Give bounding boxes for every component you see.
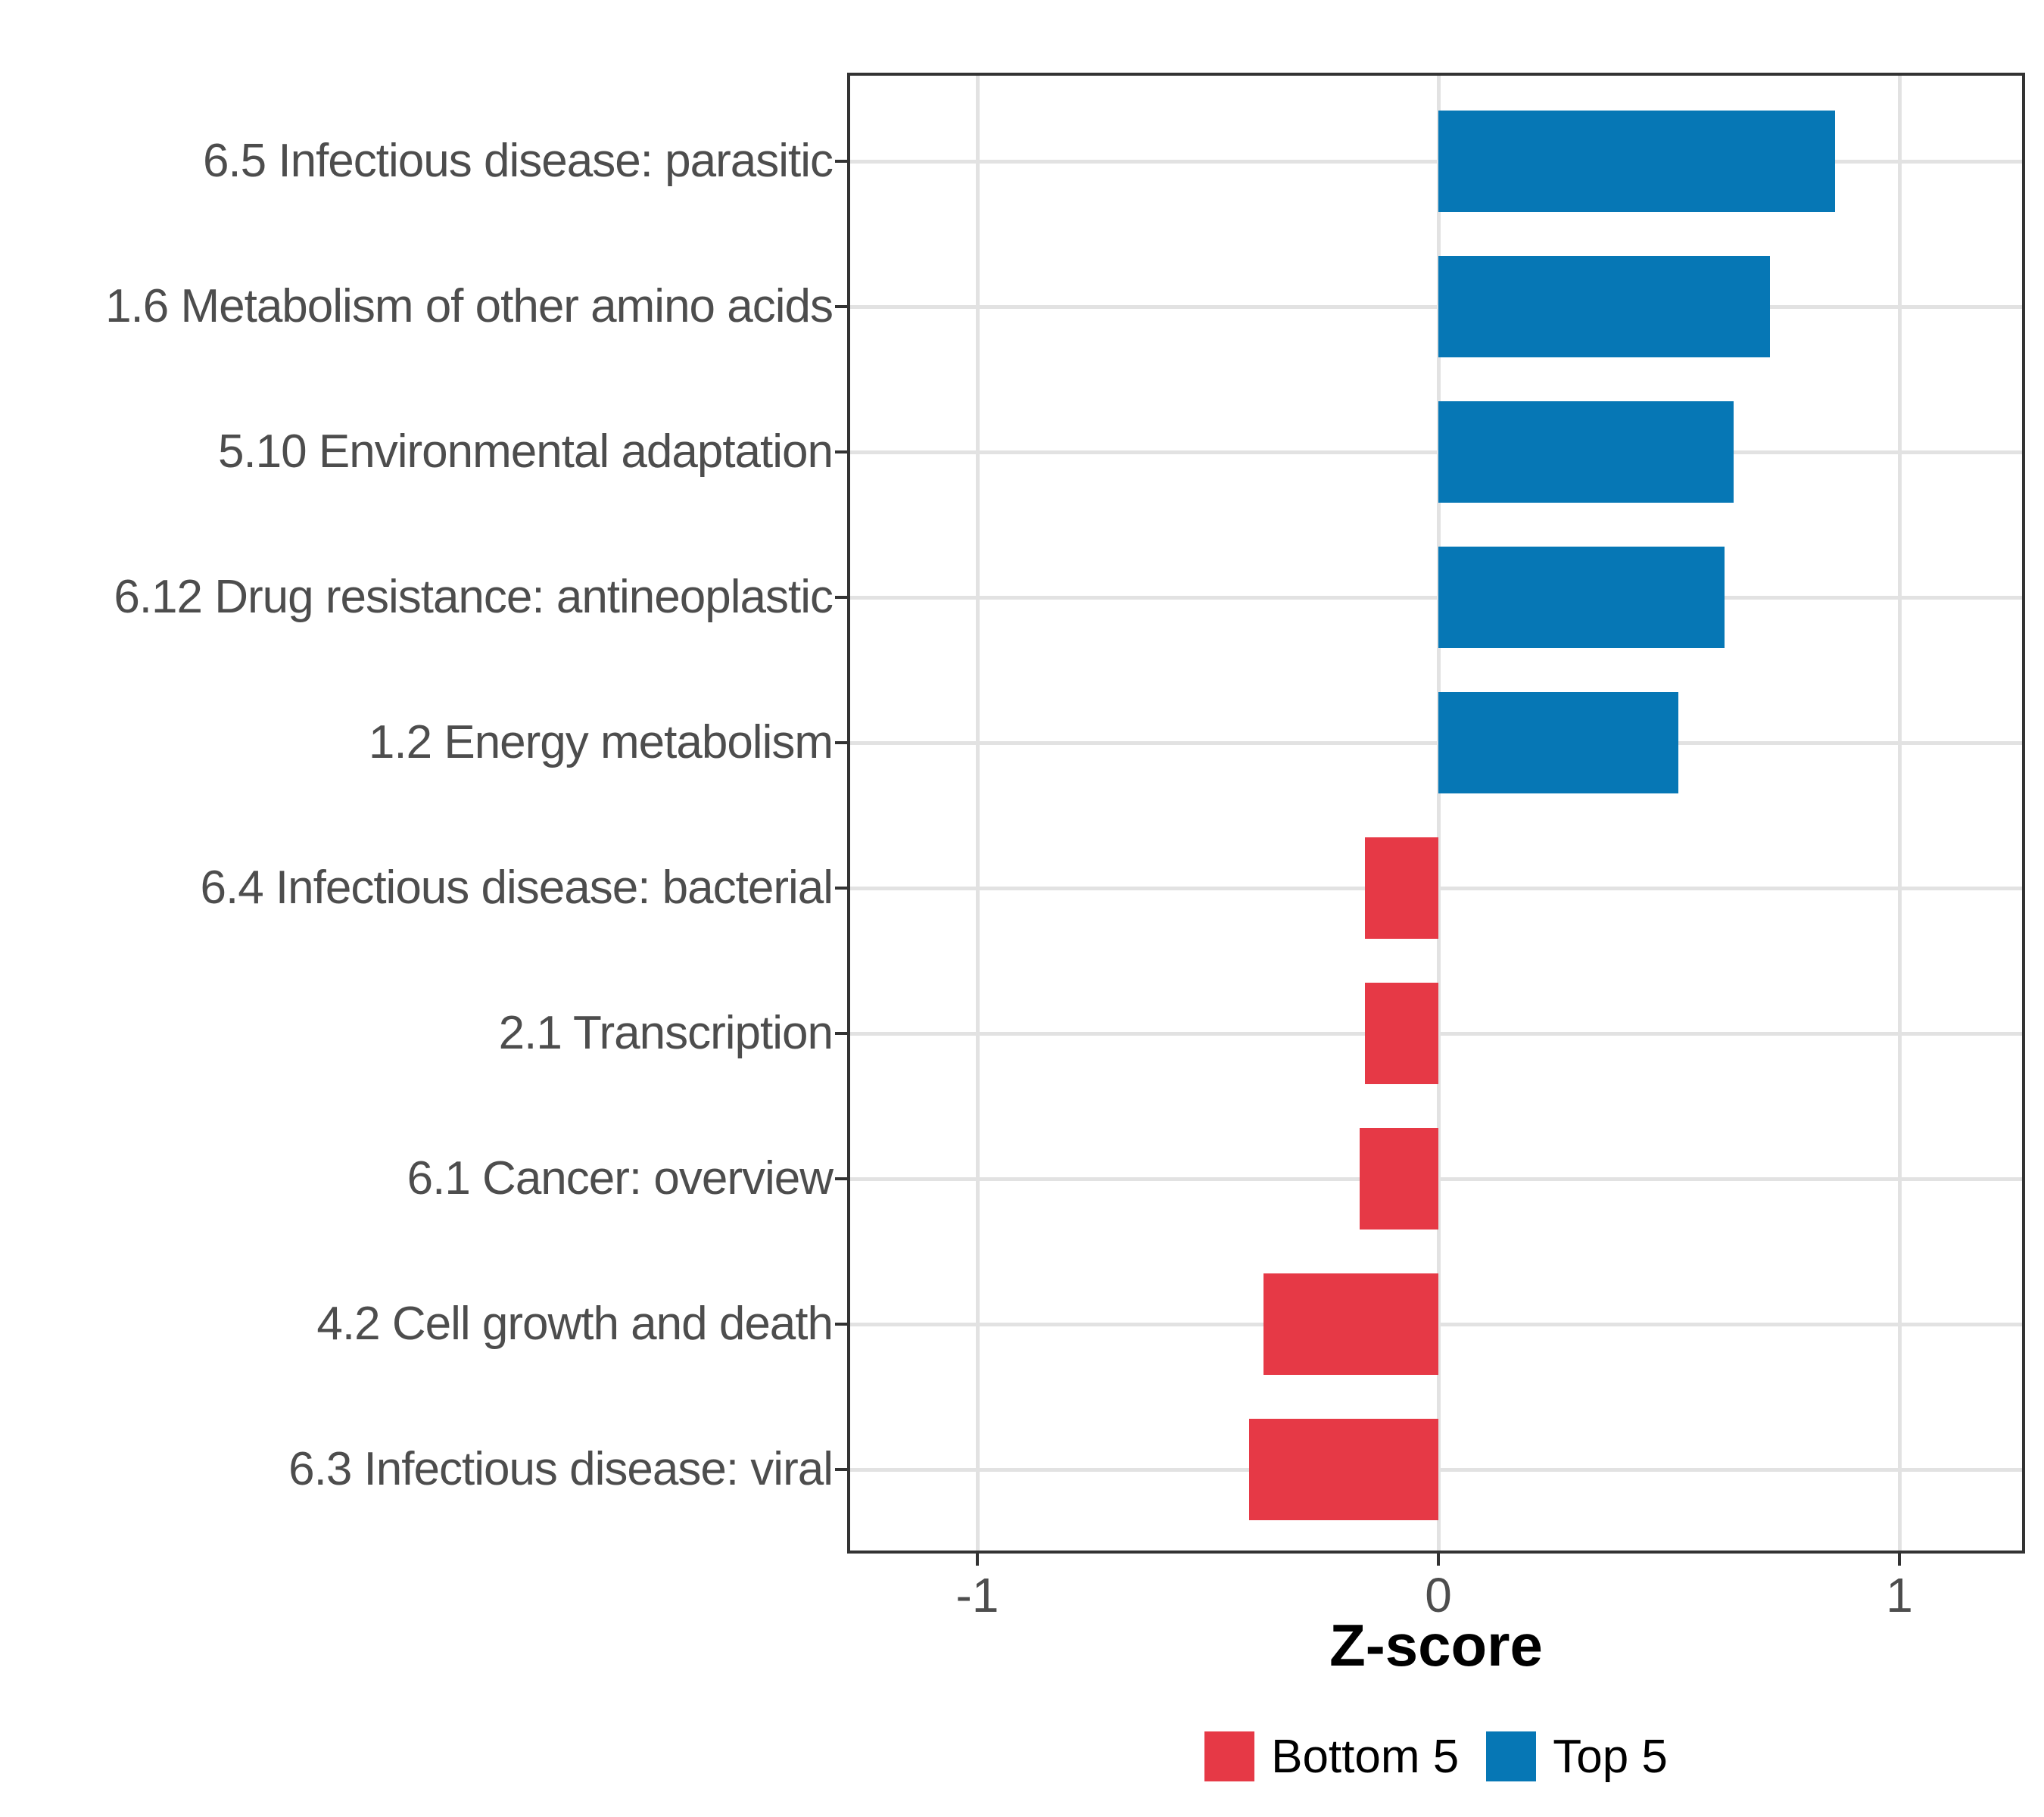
legend: Bottom 5 Top 5	[847, 1728, 2025, 1785]
y-axis-tick	[835, 1323, 847, 1326]
y-category-label: 6.3 Infectious disease: viral	[288, 1443, 833, 1495]
y-category-label: 6.12 Drug resistance: antineoplastic	[114, 571, 833, 623]
y-category-label: 6.4 Infectious disease: bacterial	[200, 862, 833, 914]
x-tick-label: -1	[955, 1568, 999, 1622]
y-axis-tick	[835, 160, 847, 163]
y-category-label: 5.10 Environmental adaptation	[217, 425, 833, 478]
x-axis-tick	[976, 1554, 979, 1566]
bar-top5	[1438, 547, 1725, 648]
legend-item-bottom5: Bottom 5	[1204, 1730, 1459, 1784]
y-axis-tick	[835, 1032, 847, 1035]
x-tick-label: 0	[1425, 1568, 1452, 1622]
x-gridline	[1897, 76, 1902, 1551]
y-gridline	[850, 595, 2022, 600]
x-gridline	[1436, 76, 1441, 1551]
x-axis-title: Z-score	[1329, 1612, 1543, 1678]
bar-top5	[1438, 111, 1835, 212]
y-gridline	[850, 304, 2022, 309]
bar-bottom5	[1249, 1419, 1438, 1520]
x-axis-tick	[1437, 1554, 1440, 1566]
bar-top5	[1438, 692, 1678, 793]
bar-bottom5	[1364, 837, 1438, 939]
y-gridline	[850, 159, 2022, 164]
plot-panel	[847, 73, 2025, 1554]
y-category-label: 2.1 Transcription	[498, 1007, 833, 1059]
y-axis-tick	[835, 1177, 847, 1180]
y-category-label: 1.6 Metabolism of other amino acids	[105, 280, 833, 332]
bar-top5	[1438, 256, 1771, 357]
y-category-label: 1.2 Energy metabolism	[368, 716, 833, 768]
bar-bottom5	[1263, 1273, 1438, 1375]
y-axis-tick	[835, 741, 847, 744]
bar-top5	[1438, 401, 1734, 503]
bar-bottom5	[1360, 1128, 1438, 1230]
legend-swatch-top5-icon	[1486, 1731, 1537, 1781]
x-gridline	[975, 76, 980, 1551]
y-axis-tick	[835, 450, 847, 453]
y-gridline	[850, 740, 2022, 745]
y-axis-tick	[835, 305, 847, 308]
legend-item-top5: Top 5	[1486, 1730, 1668, 1784]
legend-swatch-bottom5-icon	[1204, 1731, 1255, 1781]
y-axis-tick	[835, 596, 847, 599]
legend-label-top5: Top 5	[1553, 1730, 1668, 1783]
y-gridline	[850, 450, 2022, 454]
y-category-label: 6.1 Cancer: overview	[407, 1152, 833, 1205]
y-axis-tick	[835, 1468, 847, 1471]
legend-label-bottom5: Bottom 5	[1271, 1730, 1460, 1783]
y-category-label: 6.5 Infectious disease: parasitic	[202, 135, 833, 187]
x-axis-tick	[1898, 1554, 1901, 1566]
x-tick-label: 1	[1886, 1568, 1913, 1622]
y-category-label: 4.2 Cell growth and death	[316, 1298, 833, 1350]
y-axis-tick	[835, 887, 847, 890]
bar-bottom5	[1364, 983, 1438, 1084]
